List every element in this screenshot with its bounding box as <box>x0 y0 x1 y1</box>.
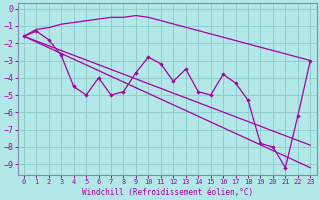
X-axis label: Windchill (Refroidissement éolien,°C): Windchill (Refroidissement éolien,°C) <box>82 188 253 197</box>
